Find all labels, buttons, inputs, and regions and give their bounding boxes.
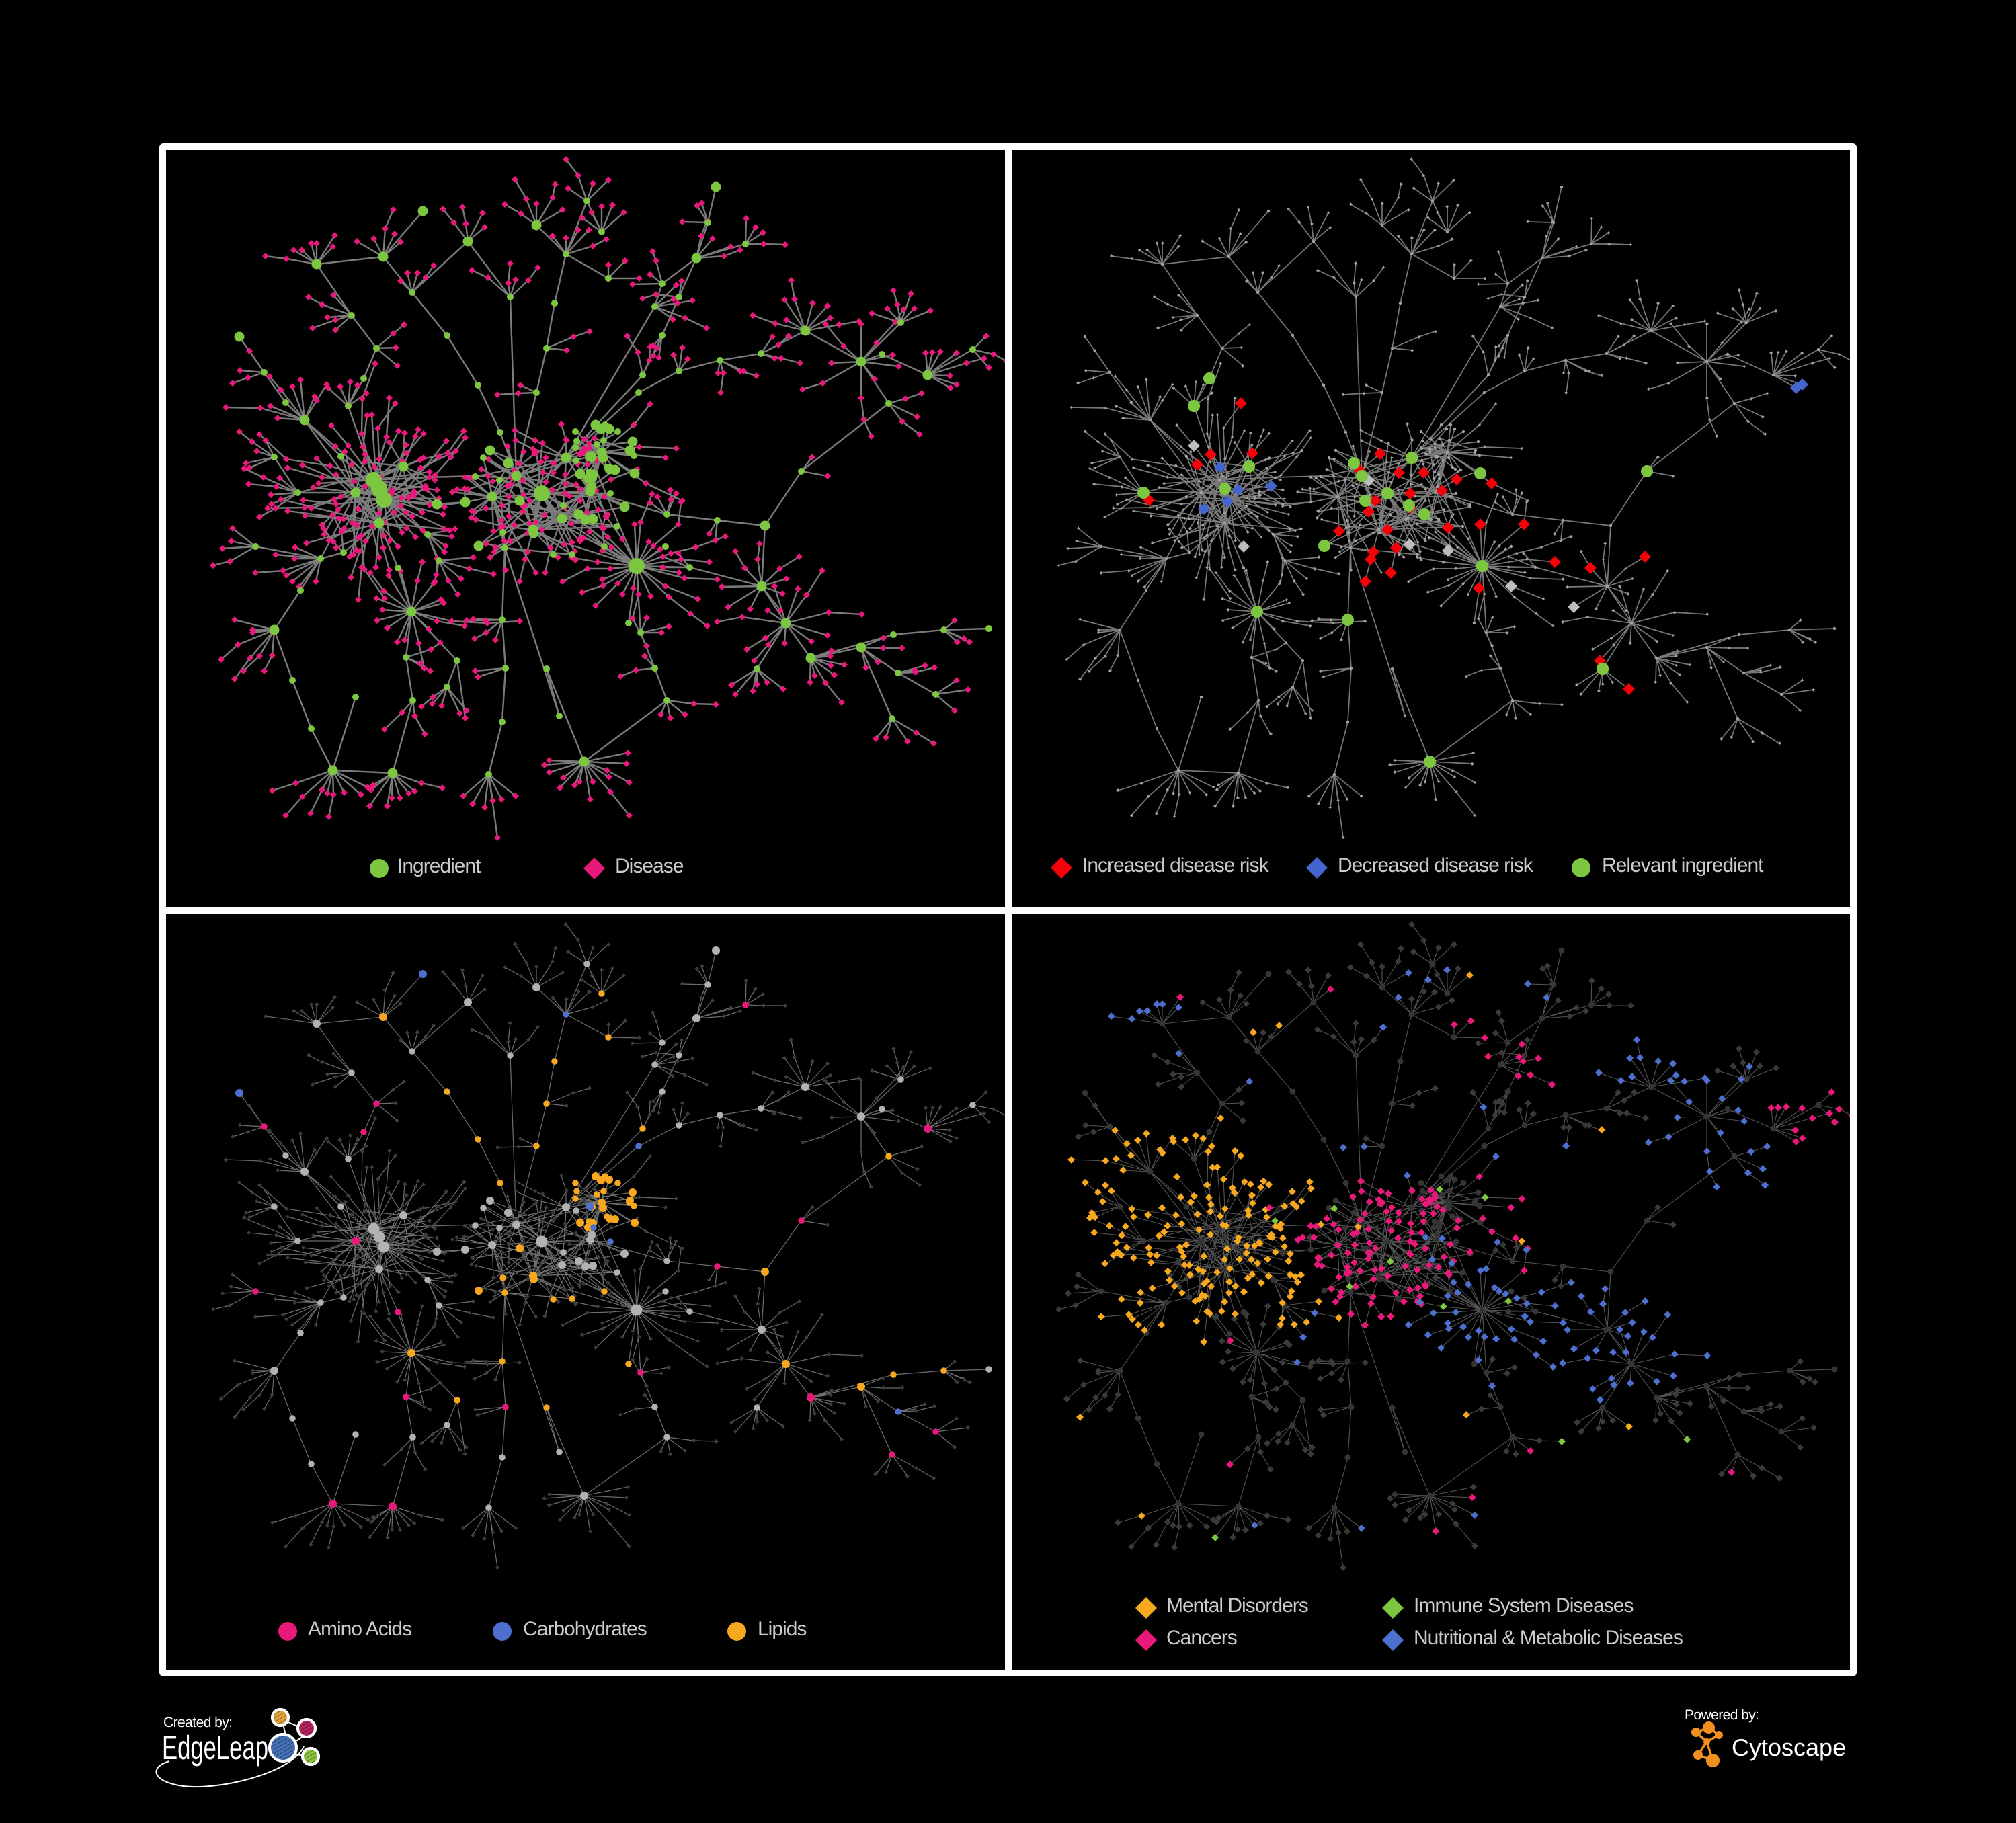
svg-text:EdgeLeap: EdgeLeap — [162, 1729, 268, 1767]
svg-text:Created by:: Created by: — [163, 1715, 233, 1730]
svg-text:Cytoscape: Cytoscape — [1732, 1734, 1846, 1761]
svg-text:Powered by:: Powered by: — [1685, 1707, 1760, 1723]
